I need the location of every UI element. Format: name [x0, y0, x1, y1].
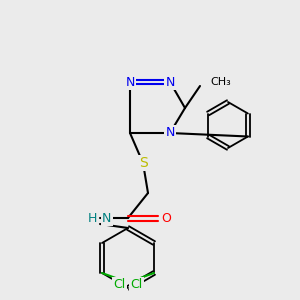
Text: O: O: [161, 212, 171, 224]
Text: N: N: [102, 212, 111, 224]
Text: N: N: [165, 76, 175, 88]
Text: S: S: [139, 156, 147, 170]
Text: CH₃: CH₃: [210, 77, 231, 87]
Text: N: N: [165, 127, 175, 140]
Text: H: H: [88, 212, 97, 224]
Text: Cl: Cl: [130, 278, 142, 292]
Text: N: N: [125, 76, 135, 88]
Text: Cl: Cl: [114, 278, 126, 292]
